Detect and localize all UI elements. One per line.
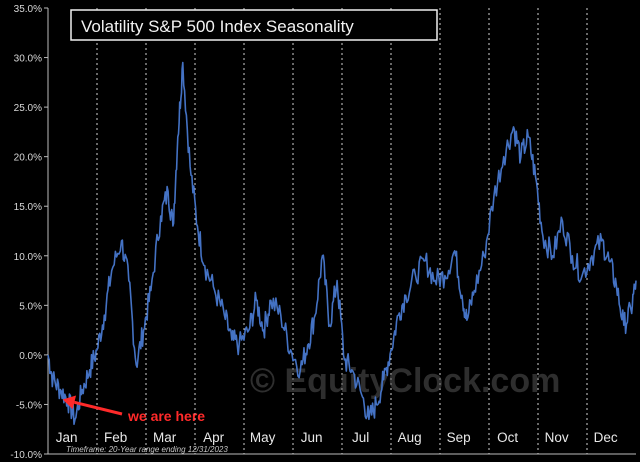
annotation: we are here: [62, 395, 205, 424]
annotation-label: we are here: [127, 408, 205, 424]
grid-layer: [47, 8, 636, 455]
watermark: © EquityClock.com: [250, 362, 560, 400]
x-tick-label: Apr: [203, 430, 225, 445]
y-tick-label: 0.0%: [19, 351, 42, 362]
series-line: [47, 61, 637, 426]
chart-title: Volatility S&P 500 Index Seasonality: [81, 17, 354, 36]
x-tick-label: Dec: [594, 430, 618, 445]
x-tick-label: Mar: [153, 430, 177, 445]
y-axis: -10.0% -5.0% 0.0% 5.0% 10.0% 15.0% 20.0% 25.0% 3…: [10, 4, 48, 461]
y-tick-label: -10.0%: [10, 450, 42, 461]
series-layer: [47, 61, 637, 426]
x-tick-label: Jun: [301, 430, 323, 445]
x-axis: Jan Feb Mar Apr May Jun Jul Aug Sep Oct Nov Dec: [56, 430, 618, 445]
y-tick-label: 30.0%: [14, 54, 42, 65]
y-tick-label: 35.0%: [14, 4, 42, 15]
annotation-arrow-head: [62, 395, 77, 410]
x-tick-label: Aug: [398, 430, 422, 445]
x-tick-label: Nov: [545, 430, 569, 445]
y-tick-label: 25.0%: [14, 103, 42, 114]
y-tick-label: -5.0%: [16, 400, 42, 411]
x-tick-label: Sep: [447, 430, 471, 445]
y-tick-label: 20.0%: [14, 153, 42, 164]
y-tick-label: 5.0%: [19, 301, 42, 312]
x-tick-label: Jul: [352, 430, 369, 445]
timeframe-note: Timeframe: 20-Year range ending 12/31/20…: [66, 445, 228, 454]
annotation-arrow: [73, 400, 123, 416]
x-tick-label: Oct: [497, 430, 518, 445]
x-tick-label: Feb: [104, 430, 127, 445]
x-tick-label: Jan: [56, 430, 78, 445]
y-tick-label: 10.0%: [14, 252, 42, 263]
y-tick-label: 15.0%: [14, 202, 42, 213]
x-tick-label: May: [250, 430, 276, 445]
title-box: [70, 9, 438, 41]
